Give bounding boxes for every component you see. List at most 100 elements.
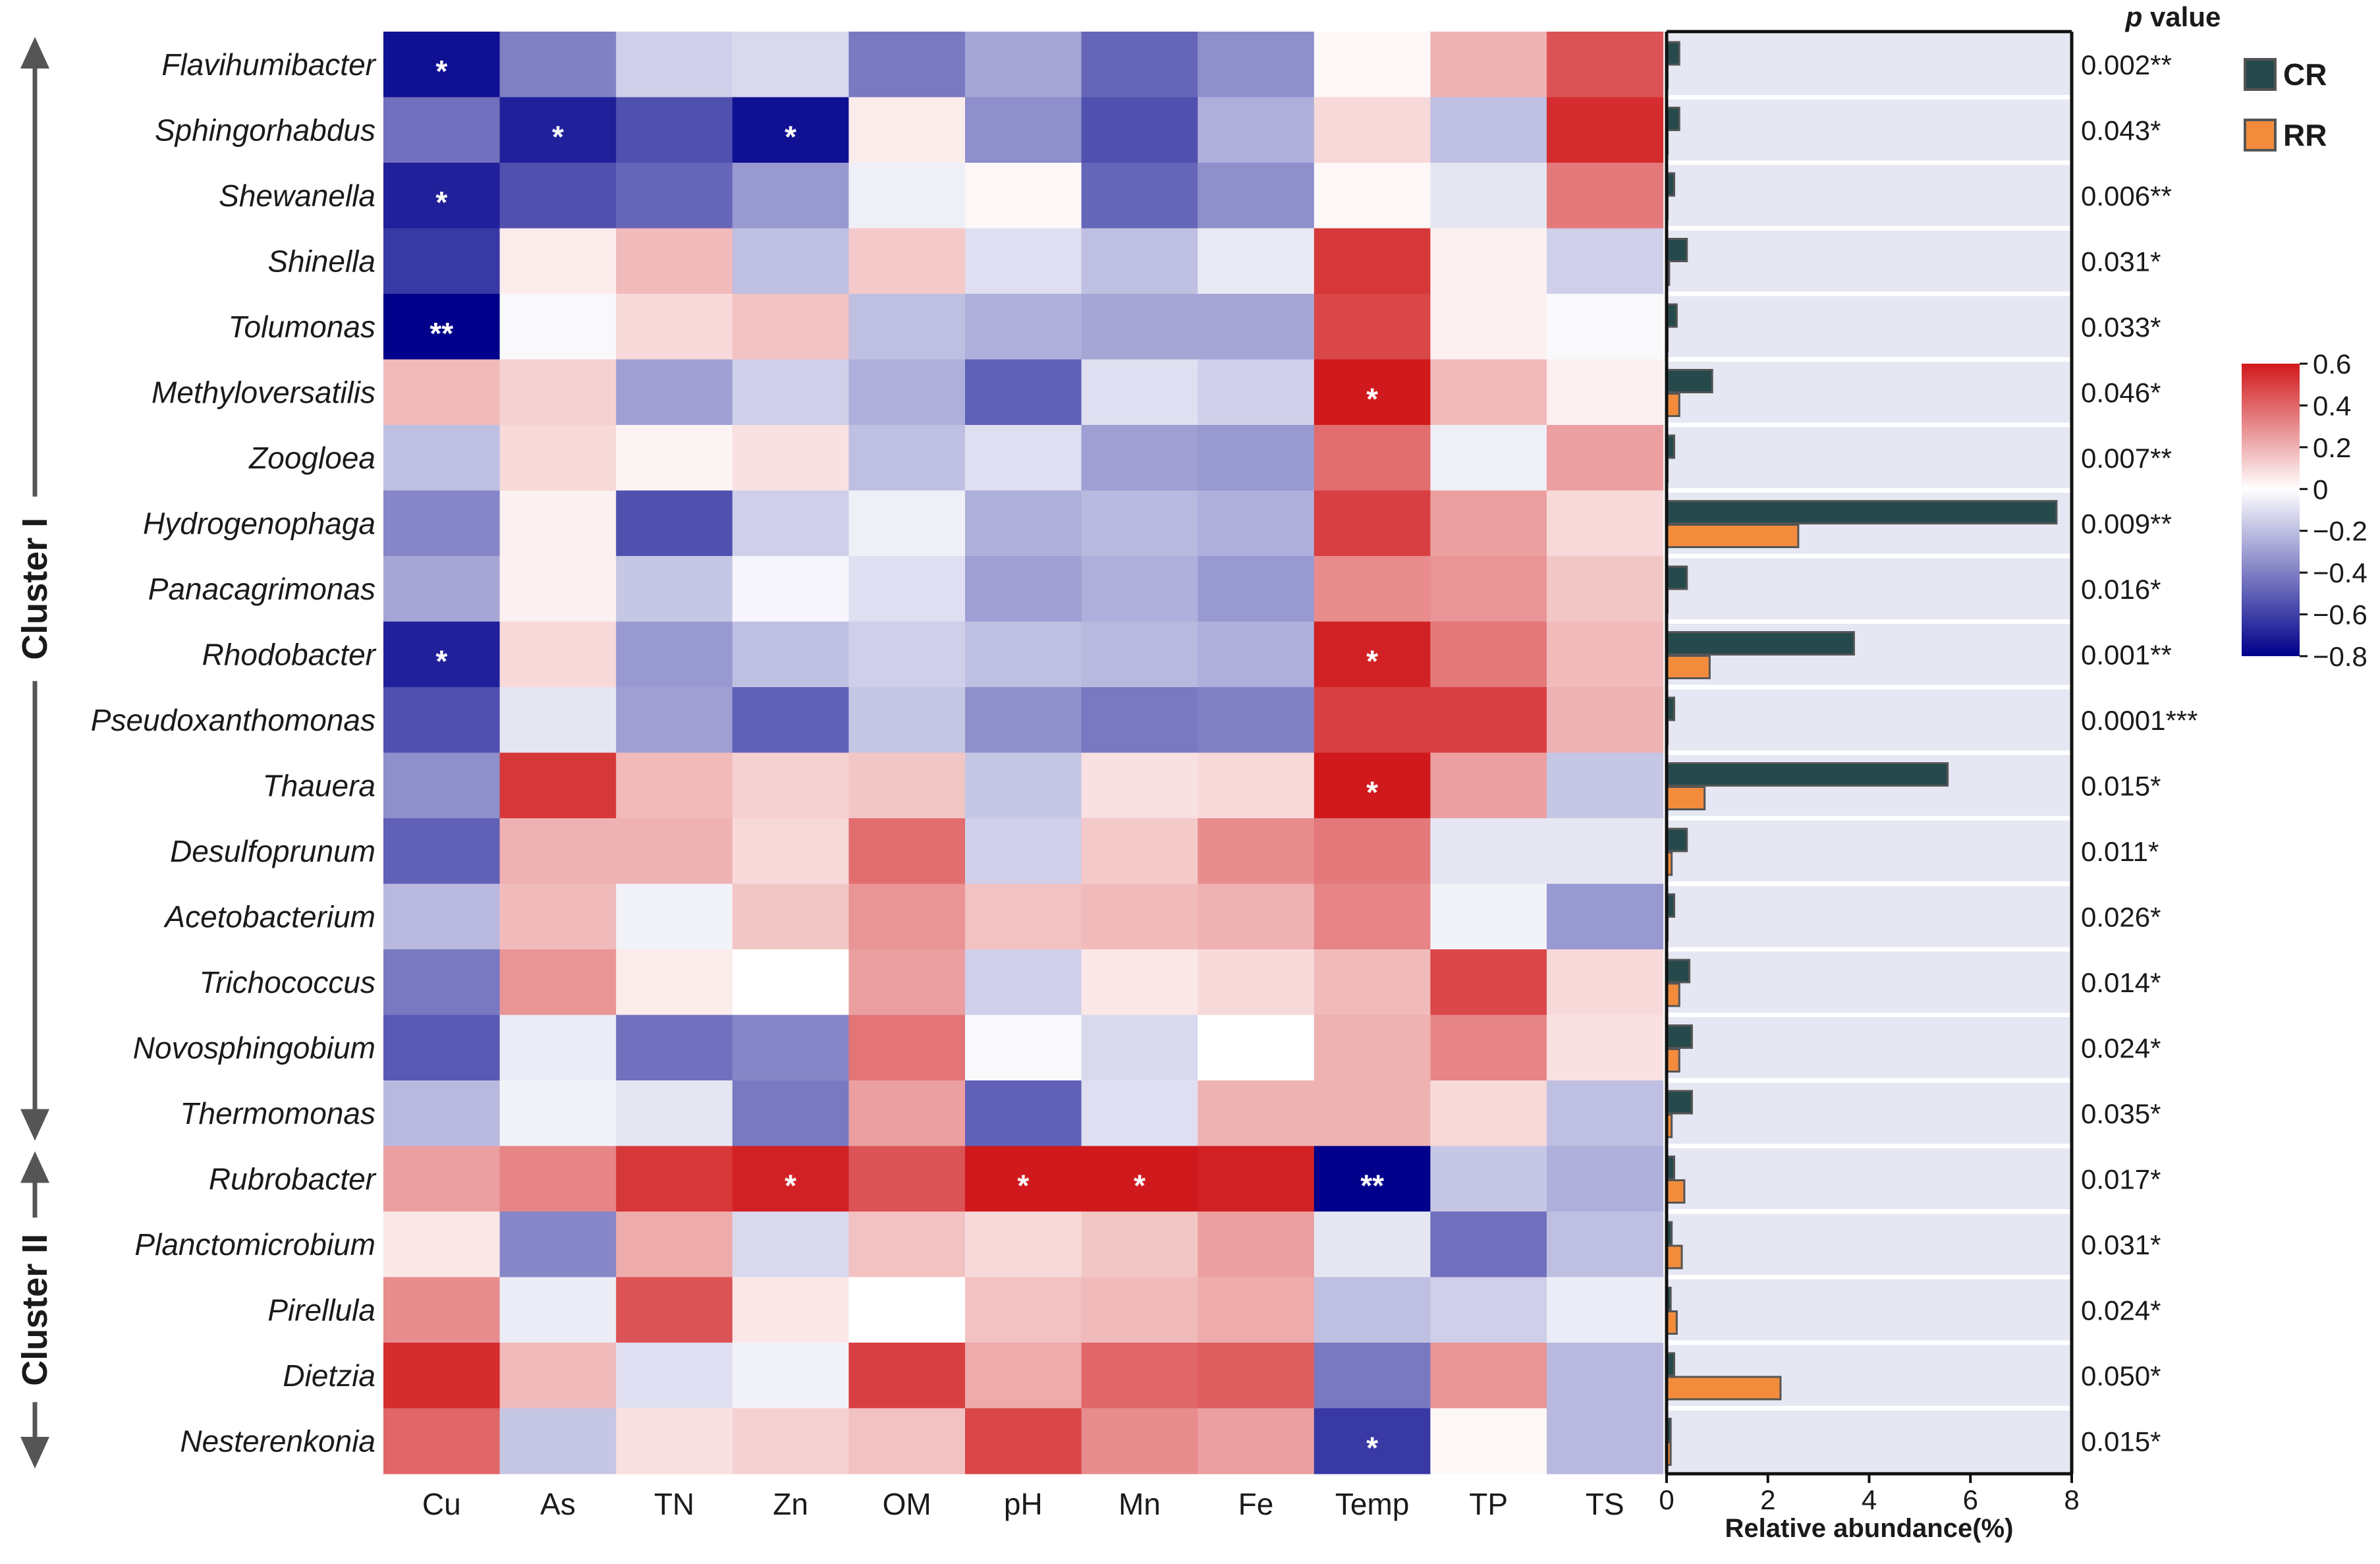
p-value: 0.001**: [2081, 639, 2172, 670]
heatmap-cell: [965, 163, 1082, 229]
heatmap-cell: [616, 949, 733, 1016]
heatmap-cell: [848, 1408, 966, 1474]
heatmap-cell: [1081, 949, 1198, 1016]
heatmap-cell: [1430, 359, 1547, 426]
heatmap-cell: [616, 294, 733, 360]
heatmap-cell: [732, 490, 849, 557]
genus-label: Trichococcus: [199, 965, 375, 999]
heatmap-cell: [1430, 752, 1547, 819]
heatmap-cell: [1547, 294, 1664, 360]
heatmap-cell: [1430, 1212, 1547, 1278]
heatmap-cell: [383, 32, 501, 98]
heatmap-cell: [499, 490, 617, 557]
genus-label: Sphingorhabdus: [155, 113, 375, 147]
heatmap-cell: [848, 949, 966, 1016]
colorbar-tick-label: −0.6: [2313, 600, 2367, 630]
cluster-arrow-down-icon: [20, 1437, 49, 1468]
heatmap-cell: [1081, 425, 1198, 491]
column-label: OM: [883, 1487, 931, 1521]
bar-row-background: [1667, 362, 2072, 423]
bar-row-background: [1667, 296, 2072, 357]
heatmap-cell: [1314, 752, 1431, 819]
heatmap-cell: [732, 621, 849, 688]
heatmap-cell: [383, 359, 501, 426]
heatmap-cell: [848, 1146, 966, 1212]
heatmap-cell: [1314, 425, 1431, 491]
abundance-bar-cr: [1665, 565, 1688, 590]
heatmap-cell: [965, 490, 1082, 557]
heatmap-cells: ** ****** *** * * ***: [383, 32, 1664, 1474]
heatmap-cell: [1081, 1015, 1198, 1081]
heatmap-cell: [1430, 687, 1547, 754]
heatmap-cell: [499, 1343, 617, 1409]
bar-row-background: [1667, 1017, 2072, 1078]
heatmap-cell: [499, 97, 617, 163]
heatmap-cell: [1314, 1015, 1431, 1081]
genus-label: Planctomicrobium: [134, 1227, 375, 1262]
abundance-bar-cr: [1665, 1090, 1693, 1115]
heatmap-cell: [499, 818, 617, 885]
significance-mark: *: [435, 185, 447, 219]
bar-row-background: [1667, 1214, 2072, 1275]
heatmap-cell: [1198, 359, 1315, 426]
heatmap-cell: [499, 687, 617, 754]
genus-label: Pseudoxanthomonas: [91, 703, 375, 737]
bar-row-background: [1667, 1410, 2072, 1472]
abundance-bar-rr: [1665, 786, 1706, 810]
p-value: 0.031*: [2081, 1229, 2161, 1260]
heatmap-cell: [1430, 1080, 1547, 1147]
heatmap-cell: [383, 97, 501, 163]
significance-mark: *: [435, 644, 447, 678]
heatmap-cell: [1430, 818, 1547, 885]
heatmap-cell: [1198, 752, 1315, 819]
heatmap-cell: [383, 752, 501, 819]
heatmap-cell: [1314, 228, 1431, 294]
heatmap-cell: [499, 1277, 617, 1343]
heatmap-cell: [965, 228, 1082, 294]
heatmap-cell: [1547, 228, 1664, 294]
heatmap-cell: [732, 228, 849, 294]
heatmap-cell: [1198, 294, 1315, 360]
heatmap-cell: [732, 949, 849, 1016]
significance-mark: **: [429, 316, 453, 350]
heatmap-cell: [1198, 1146, 1315, 1212]
heatmap-cell: [383, 1080, 501, 1147]
heatmap-cell: [1430, 1277, 1547, 1343]
heatmap-cell: [1198, 687, 1315, 754]
heatmap-cell: [499, 1212, 617, 1278]
heatmap-cell: [499, 32, 617, 98]
heatmap-cell: [616, 556, 733, 623]
heatmap-cell: [1198, 490, 1315, 557]
heatmap-cell: [499, 752, 617, 819]
bar-row-background: [1667, 231, 2072, 292]
heatmap-cell: [1314, 490, 1431, 557]
heatmap-cell: [1081, 883, 1198, 950]
p-value: 0.011*: [2081, 836, 2159, 867]
heatmap-cell: [965, 32, 1082, 98]
heatmap-cell: [848, 1080, 966, 1147]
p-value: 0.024*: [2081, 1295, 2161, 1326]
heatmap-cell: [616, 1343, 733, 1409]
heatmap-cell: [616, 359, 733, 426]
heatmap-cell: [732, 32, 849, 98]
heatmap-cell: [965, 949, 1082, 1016]
heatmap-cell: [1198, 621, 1315, 688]
heatmap-cell: [848, 818, 966, 885]
heatmap-cell: [499, 425, 617, 491]
abundance-bars: 0 2 4 6 8 Relative abundance(%): [1659, 30, 2080, 1543]
p-value-header-p: p: [2125, 1, 2143, 32]
cluster-label-bg: [18, 1217, 52, 1403]
abundance-bar-rr: [1665, 393, 1680, 417]
heatmap-cell: [1314, 294, 1431, 360]
heatmap-cell: [1430, 1343, 1547, 1409]
heatmap-cell: [848, 1015, 966, 1081]
abundance-bar-rr: [1665, 1244, 1683, 1270]
heatmap-cell: [732, 752, 849, 819]
heatmap-cell: [732, 1408, 849, 1474]
cluster-label-bg: [18, 496, 52, 681]
heatmap-cell: [1198, 1080, 1315, 1147]
heatmap-cell: [499, 1146, 617, 1212]
heatmap-cell: [383, 1212, 501, 1278]
p-value: 0.046*: [2081, 377, 2161, 408]
genus-label: Thauera: [263, 768, 375, 802]
